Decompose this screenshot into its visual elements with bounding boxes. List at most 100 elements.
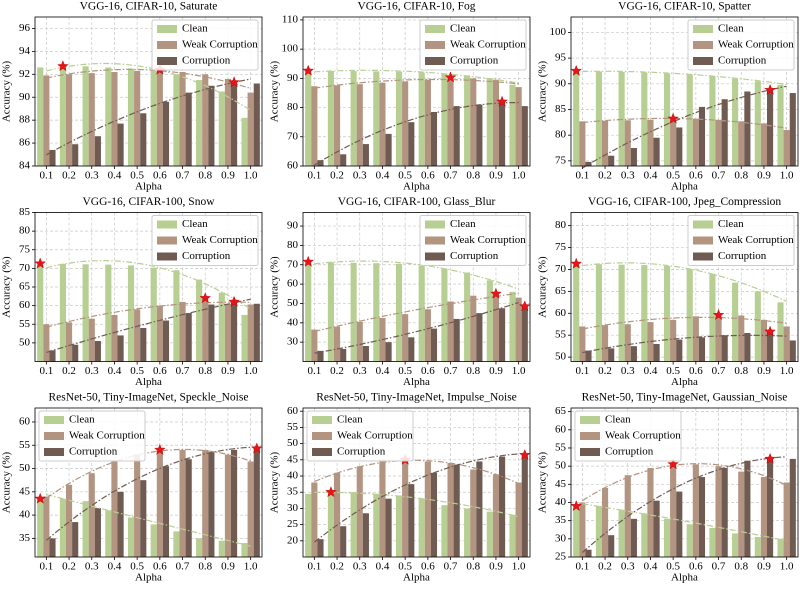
y-tick-label: 50 — [555, 351, 567, 363]
y-axis-label: Accuracy (%) — [269, 256, 281, 318]
bar — [231, 82, 238, 166]
bar — [385, 133, 392, 166]
bar — [486, 280, 493, 362]
bar — [647, 119, 654, 166]
legend-swatch — [693, 57, 713, 65]
trend-line — [314, 302, 519, 354]
legend-swatch — [157, 220, 177, 229]
legend-swatch — [580, 432, 600, 440]
x-axis-label: Alpha — [671, 181, 698, 193]
x-tick-label: 0.2 — [598, 365, 612, 377]
y-tick-label: 30 — [287, 336, 299, 348]
bar — [789, 340, 796, 362]
bar — [754, 291, 761, 362]
panel-title: ResNet-50, Tiny-ImageNet, Impulse_Noise — [316, 392, 517, 404]
bar — [789, 458, 796, 557]
x-tick-label: 0.8 — [466, 365, 480, 377]
bar — [709, 76, 716, 166]
x-axis-label: Alpha — [671, 376, 698, 388]
x-tick-label: 1.0 — [244, 365, 258, 377]
bar — [653, 500, 660, 557]
bar — [395, 495, 403, 557]
bar — [476, 461, 483, 557]
x-tick-label: 0.1 — [39, 170, 53, 182]
bar — [134, 70, 141, 166]
bar — [88, 73, 95, 166]
x-axis-label: Alpha — [135, 181, 162, 193]
legend-swatch — [44, 416, 64, 424]
legend-swatch — [157, 236, 177, 245]
legend-swatch — [693, 236, 713, 245]
bar — [156, 69, 163, 166]
bar — [509, 514, 516, 557]
bar — [59, 498, 66, 557]
legend-box — [574, 410, 682, 462]
bar — [692, 464, 699, 557]
trend-line — [582, 262, 787, 302]
bar — [218, 540, 225, 557]
bar — [340, 154, 347, 166]
legend-label: Weak Corruption — [337, 430, 413, 442]
y-tick-label: 50 — [555, 460, 567, 472]
x-tick-label: 0.1 — [307, 561, 321, 573]
bar — [408, 484, 415, 557]
legend-label: Weak Corruption — [605, 430, 681, 442]
bar — [492, 474, 500, 557]
bar — [231, 301, 238, 362]
bar — [595, 264, 602, 362]
bar — [447, 463, 454, 557]
y-axis-label: Accuracy (%) — [269, 60, 281, 122]
legend-label: Weak Corruption — [182, 39, 258, 51]
plot-frame — [34, 16, 263, 167]
y-tick-label: 110 — [282, 13, 299, 25]
bar — [311, 86, 318, 166]
best-star — [154, 443, 166, 455]
bar — [738, 315, 745, 362]
x-tick-label: 0.6 — [689, 170, 703, 182]
legend-label: Clean — [450, 23, 476, 35]
bar — [305, 261, 312, 362]
x-tick-label: 0.4 — [108, 561, 122, 573]
y-tick-label: 60 — [287, 160, 299, 172]
x-tick-label: 0.1 — [39, 365, 53, 377]
bar — [94, 136, 101, 166]
best-star — [34, 257, 47, 269]
bar — [418, 72, 425, 166]
bar — [253, 303, 260, 362]
best-star — [496, 95, 508, 107]
best-star — [764, 452, 776, 464]
x-tick-label: 0.7 — [176, 170, 190, 182]
x-tick-label: 0.9 — [221, 170, 235, 182]
legend-swatch — [312, 432, 332, 440]
bar — [732, 78, 739, 166]
y-tick-label: 95 — [555, 52, 567, 64]
y-tick-label: 65 — [555, 405, 567, 417]
bar — [464, 75, 471, 166]
bar — [105, 510, 112, 557]
bar — [608, 535, 615, 557]
bar — [441, 73, 448, 166]
x-tick-label: 0.8 — [198, 561, 212, 573]
best-star — [199, 292, 212, 304]
bar — [777, 538, 784, 557]
x-tick-label: 0.8 — [198, 170, 212, 182]
bar — [515, 482, 522, 557]
bar — [618, 264, 625, 362]
panel-title: ResNet-50, Tiny-ImageNet, Gaussian_Noise — [582, 392, 788, 404]
best-star — [570, 64, 583, 76]
y-tick-label: 80 — [555, 219, 567, 231]
x-tick-label: 0.8 — [734, 561, 748, 573]
bar — [49, 538, 56, 557]
bar — [111, 461, 118, 557]
best-star — [764, 83, 776, 95]
bar — [373, 263, 380, 362]
y-axis-label: Accuracy (%) — [537, 60, 549, 122]
bar — [754, 537, 761, 557]
x-tick-label: 0.6 — [421, 561, 435, 573]
bar — [738, 121, 745, 166]
legend-box — [419, 215, 527, 266]
bar — [464, 508, 471, 557]
bar — [333, 326, 341, 362]
bar — [760, 319, 768, 362]
bar — [676, 491, 683, 557]
